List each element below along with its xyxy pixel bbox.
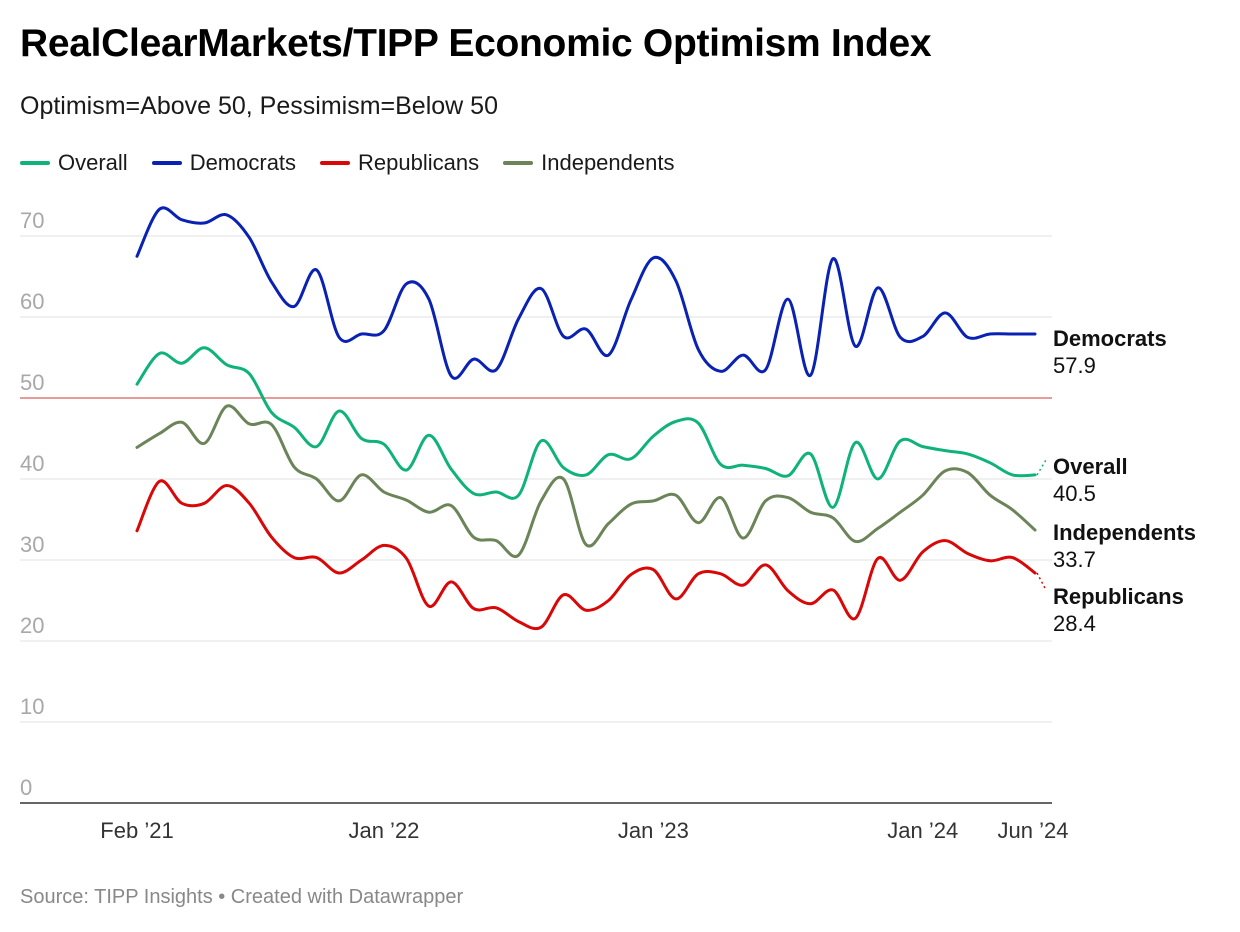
end-label-value-republicans: 28.4 <box>1053 611 1096 636</box>
end-label-name-independents: Independents <box>1053 520 1196 545</box>
legend: Overall Democrats Republicans Independen… <box>20 150 674 176</box>
chart-title: RealClearMarkets/TIPP Economic Optimism … <box>20 22 932 65</box>
chart-footer: Source: TIPP Insights • Created with Dat… <box>20 886 464 908</box>
end-label-value-overall: 40.5 <box>1053 481 1096 506</box>
end-label-value-democrats: 57.9 <box>1053 353 1096 378</box>
y-tick-label: 10 <box>20 694 44 719</box>
end-label-name-republicans: Republicans <box>1053 584 1184 609</box>
end-label-name-democrats: Democrats <box>1053 326 1167 351</box>
leader-line-overall <box>1036 459 1047 476</box>
line-chart: 70 60 50 40 30 20 10 0 Feb ’21 Jan ’22 Jan ’23 Jan … <box>20 206 1196 843</box>
end-label-value-independents: 33.7 <box>1053 547 1096 572</box>
legend-item-republicans: Republicans <box>320 150 479 176</box>
legend-swatch-independents <box>503 161 534 165</box>
legend-label-overall: Overall <box>58 150 128 175</box>
y-tick-label: 0 <box>20 775 32 800</box>
y-tick-label: 30 <box>20 532 44 557</box>
x-tick-label: Jan ’22 <box>348 818 419 843</box>
y-tick-label: 70 <box>20 208 44 233</box>
x-tick-label: Jan ’23 <box>618 818 689 843</box>
legend-swatch-democrats <box>151 161 182 165</box>
y-tick-label: 60 <box>20 289 44 314</box>
leader-line-republicans <box>1036 572 1047 591</box>
x-tick-label: Feb ’21 <box>100 818 173 843</box>
legend-item-independents: Independents <box>503 150 674 176</box>
x-tick-label: Jun ’24 <box>998 818 1069 843</box>
y-tick-label: 50 <box>20 370 44 395</box>
legend-item-democrats: Democrats <box>151 150 297 176</box>
legend-item-overall: Overall <box>20 150 128 176</box>
series-line-overall <box>135 346 1037 509</box>
series-line-republicans <box>135 479 1037 631</box>
chart-subtitle: Optimism=Above 50, Pessimism=Below 50 <box>20 92 498 120</box>
y-tick-label: 20 <box>20 613 44 638</box>
legend-label-democrats: Democrats <box>189 150 297 175</box>
end-label-name-overall: Overall <box>1053 454 1128 479</box>
series-line-independents <box>135 404 1037 559</box>
legend-swatch-overall <box>20 161 50 165</box>
x-tick-label: Jan ’24 <box>887 818 958 843</box>
legend-label-republicans: Republicans <box>358 150 480 175</box>
y-tick-label: 40 <box>20 451 44 476</box>
legend-swatch-republicans <box>320 161 351 165</box>
series-line-democrats <box>135 206 1037 380</box>
legend-label-independents: Independents <box>541 150 675 175</box>
